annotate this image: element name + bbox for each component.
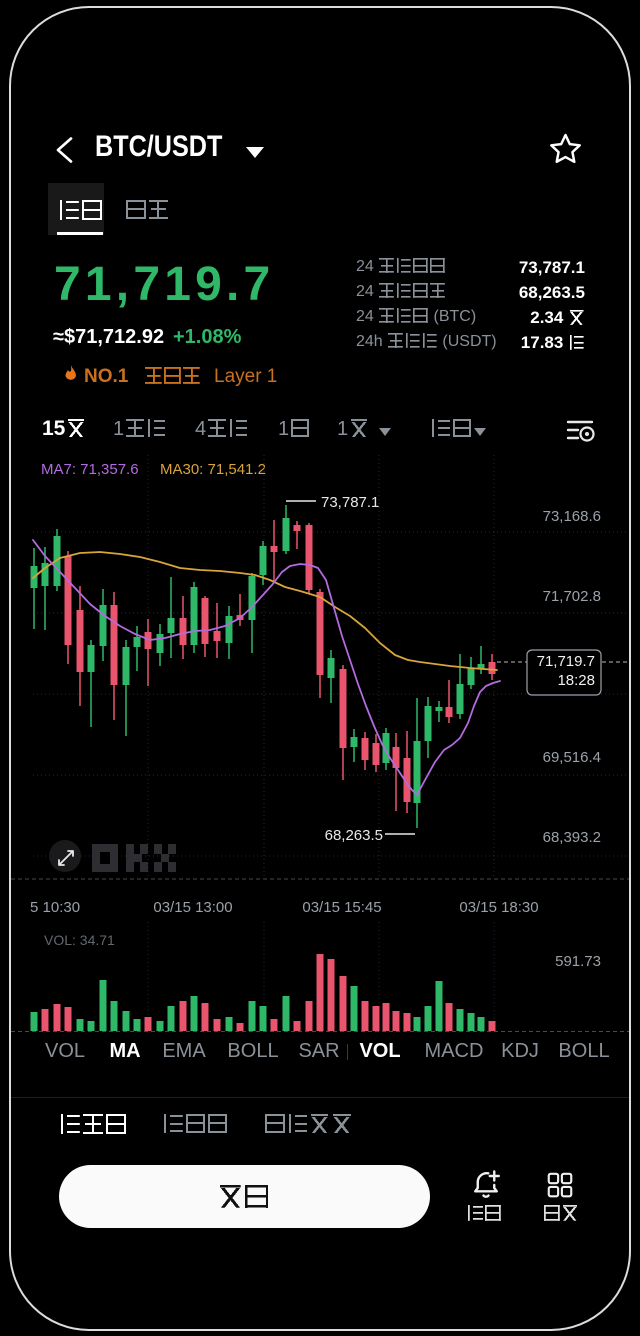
svg-text:VOL: 34.71: VOL: 34.71 xyxy=(44,932,115,948)
svg-text:68,393.2: 68,393.2 xyxy=(543,829,601,846)
svg-text:73,168.6: 73,168.6 xyxy=(543,508,601,525)
svg-text:73,787.1: 73,787.1 xyxy=(321,494,379,511)
svg-text:69,516.4: 69,516.4 xyxy=(543,749,601,766)
svg-text:591.73: 591.73 xyxy=(555,953,601,970)
svg-text:03/15 15:45: 03/15 15:45 xyxy=(302,899,381,916)
svg-text:18:28: 18:28 xyxy=(557,672,595,689)
svg-text:68,263.5: 68,263.5 xyxy=(325,827,383,844)
svg-text:03/15 18:30: 03/15 18:30 xyxy=(459,899,538,916)
svg-text:71,702.8: 71,702.8 xyxy=(543,588,601,605)
svg-text:03/15 13:00: 03/15 13:00 xyxy=(153,899,232,916)
svg-text:5 10:30: 5 10:30 xyxy=(30,899,80,916)
svg-text:71,719.7: 71,719.7 xyxy=(537,653,595,670)
